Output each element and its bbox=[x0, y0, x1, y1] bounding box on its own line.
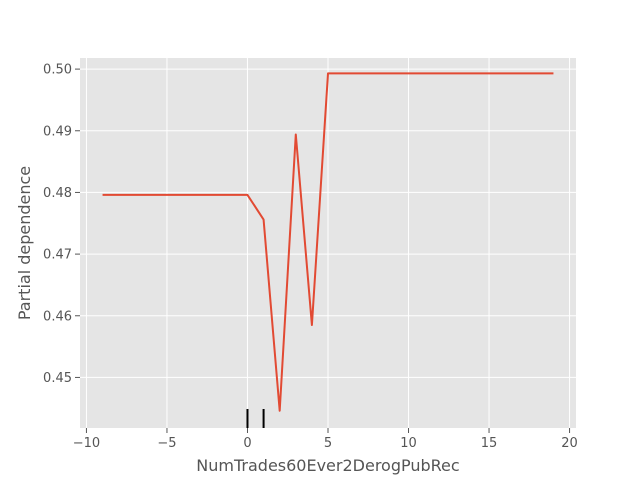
x-tick-label: −5 bbox=[157, 436, 176, 451]
x-tick-label: 15 bbox=[481, 436, 498, 451]
y-axis-label: Partial dependence bbox=[15, 166, 34, 320]
x-tick-label: −10 bbox=[73, 436, 100, 451]
y-axis-ticks: 0.45 0.46 0.47 0.48 0.49 0.50 bbox=[43, 63, 80, 386]
partial-dependence-line bbox=[102, 72, 554, 412]
grid-lines bbox=[80, 58, 576, 428]
x-tick-label: 5 bbox=[324, 436, 332, 451]
x-axis-label: NumTrades60Ever2DerogPubRec bbox=[196, 456, 459, 475]
y-tick-label: 0.50 bbox=[43, 63, 72, 78]
y-tick-label: 0.46 bbox=[43, 309, 72, 324]
x-axis-ticks: −10 −5 0 5 10 15 20 bbox=[73, 428, 578, 451]
x-tick-label: 20 bbox=[561, 436, 578, 451]
rug-marks bbox=[246, 409, 265, 428]
series-lines bbox=[102, 72, 554, 412]
y-tick-label: 0.48 bbox=[43, 186, 72, 201]
y-tick-label: 0.49 bbox=[43, 124, 72, 139]
y-tick-label: 0.45 bbox=[43, 371, 72, 386]
y-tick-label: 0.47 bbox=[43, 248, 72, 263]
x-tick-label: 10 bbox=[400, 436, 417, 451]
x-tick-label: 0 bbox=[243, 436, 251, 451]
